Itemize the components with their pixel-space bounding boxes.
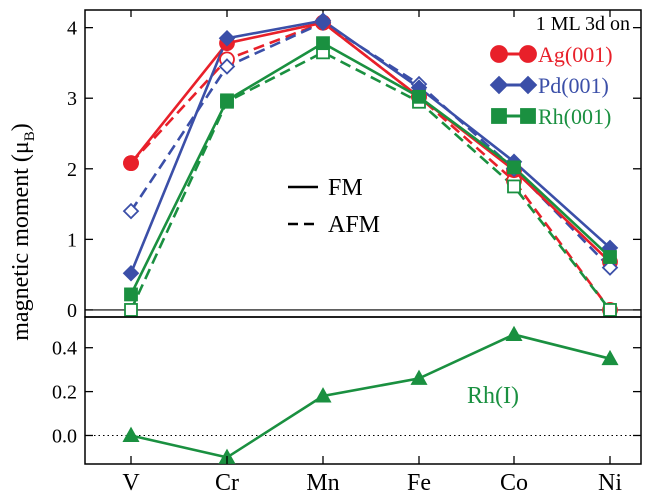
series-pd-fm-line (129, 19, 611, 274)
xtick-label: Co (500, 470, 528, 496)
xtick-label: Fe (407, 470, 431, 496)
series-rh-afm-point (603, 303, 617, 317)
bottom-panel: 0.0 0.2 0.4 Rh(I) (52, 316, 642, 465)
xtick-label: V (122, 470, 140, 496)
legend-title: 1 ML 3d on (536, 13, 630, 35)
series-rh-fm-point (124, 287, 138, 302)
series-pd-fm-point (314, 12, 332, 29)
xtick-label: Ni (598, 470, 622, 496)
legend: 1 ML 3d on Ag(001) Pd(001) Rh(001) (489, 13, 630, 129)
xtick-label: Cr (215, 470, 239, 496)
series-rh-fm-point (412, 89, 426, 104)
legend-marker-ag (490, 45, 508, 63)
series-rh-i-point (505, 325, 523, 342)
series-pd-fm-point (122, 264, 140, 282)
bottom-ytick-label: 0.2 (52, 382, 77, 404)
series-pd-afm-line (129, 21, 611, 269)
y-axis-label-main: magnetic moment (μ (8, 141, 34, 340)
series-rh-i-point (314, 387, 332, 403)
series-rh-afm-point (507, 179, 521, 194)
afm-label: AFM (328, 212, 380, 238)
series-rh-i-point (601, 349, 619, 366)
y-axis-label-sub: B (22, 131, 38, 141)
legend-label-rh: Rh(001) (538, 104, 611, 129)
top-ytick-label: 3 (67, 88, 77, 110)
series-rh-i-line (130, 333, 611, 459)
series-pd-fm-point (218, 29, 236, 47)
legend-label-ag: Ag(001) (538, 42, 613, 67)
series-rh-fm-point (603, 250, 617, 264)
series-rh-i-label: Rh(I) (467, 383, 519, 409)
y-axis-label: magnetic moment (μB) (8, 123, 38, 341)
series-ag-fm-point (123, 155, 139, 172)
series-rh-fm-point (316, 36, 330, 51)
x-axis: V Cr Mn Fe Co Ni (122, 456, 622, 496)
series-ag-fm-line (129, 21, 611, 263)
series-rh-afm-line (129, 50, 612, 311)
top-ytick-label: 2 (67, 159, 77, 181)
y-axis-label-close: ) (8, 123, 34, 131)
legend-label-pd: Pd(001) (538, 73, 609, 98)
legend-marker-pd (489, 75, 509, 95)
series-pd-afm-point (601, 259, 619, 276)
xtick-label: Mn (306, 470, 339, 496)
legend-marker-rh (520, 108, 536, 124)
top-panel: 0 1 2 3 4 (67, 9, 642, 322)
series-ag-afm-line (130, 21, 612, 311)
bottom-ytick-label: 0.0 (52, 425, 77, 447)
series-rh-i-point (122, 426, 140, 442)
bottom-ytick-label: 0.4 (52, 338, 77, 360)
legend-marker-pd (518, 75, 538, 95)
top-ytick-label: 4 (67, 18, 77, 40)
series-rh-fm-point (220, 93, 234, 108)
series-pd-afm-point (122, 202, 140, 220)
series-rh-fm-line (129, 41, 611, 295)
series-rh-fm-point (507, 160, 521, 175)
fm-label: FM (328, 175, 363, 201)
series-rh-afm-point (124, 303, 138, 317)
legend-marker-ag (519, 45, 537, 63)
series-pd-afm-point (218, 58, 236, 75)
legend-marker-rh (491, 108, 507, 124)
top-ytick-label: 1 (67, 229, 77, 251)
series-rh-i-point (410, 369, 428, 385)
bottom-panel-frame (84, 316, 642, 465)
line-style-legend: FM AFM (288, 175, 380, 238)
top-ytick-label: 0 (67, 300, 77, 322)
